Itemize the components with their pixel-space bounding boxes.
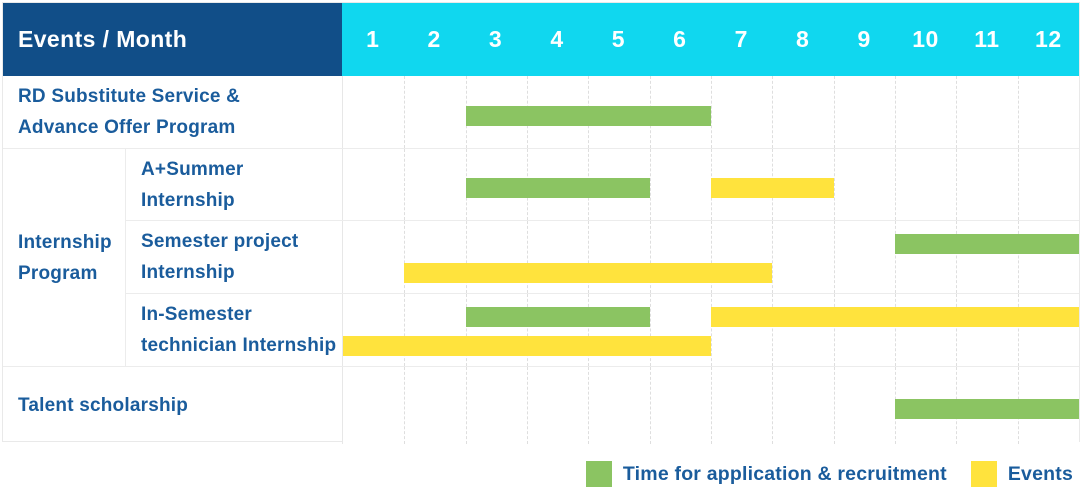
row-label-in-semester-technician-internship: In-Semester technician Internship xyxy=(141,304,337,356)
month-grid-line xyxy=(1017,149,1019,220)
month-grid-line xyxy=(895,76,896,148)
chart-cell-in-semester-technician-internship xyxy=(342,294,1079,366)
month-grid-line xyxy=(465,294,467,366)
month-grid-line xyxy=(833,367,835,444)
month-grid-line xyxy=(895,294,896,366)
legend-item-events: Events xyxy=(970,461,1073,487)
internship-program-subrows: A+Summer Internship Semester project Int… xyxy=(125,149,1079,366)
month-header-12: 12 xyxy=(1035,26,1062,52)
legend-label-events: Events xyxy=(1007,462,1073,485)
month-header-3: 3 xyxy=(488,26,503,52)
month-grid-line xyxy=(465,221,467,293)
legend-swatch-green xyxy=(585,461,612,487)
month-grid-line xyxy=(404,76,406,148)
month-header-strip: 1 2 3 4 5 6 7 8 9 10 11 12 xyxy=(342,3,1079,76)
month-grid-line xyxy=(527,367,528,444)
month-grid-line xyxy=(772,294,774,366)
month-grid-line xyxy=(527,221,528,293)
row-a-plus-summer-internship: A+Summer Internship xyxy=(126,149,1079,221)
legend: Time for application & recruitment Event… xyxy=(585,459,1073,489)
month-header-1: 1 xyxy=(366,26,380,52)
month-grid-line xyxy=(404,221,406,293)
month-grid-line xyxy=(649,367,651,444)
yellow-bar-month-7-to-12 xyxy=(711,306,1079,327)
month-grid-line xyxy=(833,221,835,293)
legend-swatch-yellow xyxy=(970,461,997,487)
month-grid-line xyxy=(588,294,590,366)
gantt-table: Events / Month 1 2 3 4 5 6 7 8 9 10 11 12 RD Substi… xyxy=(2,2,1080,444)
table-body: RD Substitute Service & Advance Offer Pr… xyxy=(3,76,1079,444)
month-header-2: 2 xyxy=(427,26,441,52)
green-bar-month-3-to-5 xyxy=(465,178,650,199)
green-bar-month-3-to-5 xyxy=(465,306,650,327)
month-grid-line xyxy=(1017,76,1019,148)
month-grid-line xyxy=(833,76,835,148)
green-bar-month-10-to-12 xyxy=(895,398,1079,419)
month-grid-line xyxy=(1017,294,1019,366)
month-grid-line xyxy=(649,294,651,366)
row-rd-substitute-service: RD Substitute Service & Advance Offer Pr… xyxy=(3,76,1079,149)
month-header-10: 10 xyxy=(912,26,939,52)
row-label-a-plus-summer-internship: A+Summer Internship xyxy=(141,158,244,211)
month-grid-line xyxy=(711,294,712,366)
chart-cell-talent-scholarship xyxy=(342,367,1079,444)
month-header-7: 7 xyxy=(734,26,748,52)
month-grid-line xyxy=(649,149,651,220)
month-grid-line xyxy=(895,149,896,220)
month-grid-line xyxy=(404,294,406,366)
month-grid-line xyxy=(649,221,651,293)
month-grid-line xyxy=(527,294,528,366)
month-grid-line xyxy=(956,221,958,293)
green-bar-month-10-to-12 xyxy=(895,233,1079,254)
month-grid-line xyxy=(588,221,590,293)
yellow-bar-month-7-to-8 xyxy=(711,178,834,199)
row-label-semester-project-internship: Semester project Internship xyxy=(141,231,299,283)
month-header-4: 4 xyxy=(550,26,564,52)
month-header-11: 11 xyxy=(974,26,1000,52)
month-grid-line xyxy=(465,367,467,444)
month-grid-line xyxy=(956,294,958,366)
table-header-row: Events / Month 1 2 3 4 5 6 7 8 9 10 11 12 xyxy=(3,3,1079,76)
month-header-6: 6 xyxy=(673,26,687,52)
row-label-rd-substitute-service: RD Substitute Service & Advance Offer Pr… xyxy=(18,86,241,138)
yellow-bar-month-1-to-6 xyxy=(343,335,711,356)
month-grid-line xyxy=(833,294,835,366)
chart-cell-rd-substitute-service xyxy=(342,76,1079,148)
month-grid-line xyxy=(711,76,712,148)
month-grid-line xyxy=(895,221,896,293)
row-semester-project-internship: Semester project Internship xyxy=(126,221,1079,294)
month-header-8: 8 xyxy=(796,26,810,52)
month-grid-line xyxy=(404,367,406,444)
group-label-internship-program: Internship Program xyxy=(18,231,112,284)
yellow-bar-month-2-to-7 xyxy=(404,262,773,283)
chart-cell-a-plus-summer-internship xyxy=(342,149,1079,220)
events-month-header-cell: Events / Month xyxy=(3,3,342,76)
chart-cell-semester-project-internship xyxy=(342,221,1079,293)
month-grid-line xyxy=(956,76,958,148)
row-talent-scholarship: Talent scholarship xyxy=(3,367,1079,444)
legend-item-application-recruitment: Time for application & recruitment xyxy=(585,461,947,487)
month-grid-line xyxy=(1017,221,1019,293)
month-grid-line xyxy=(711,367,712,444)
month-header-5: 5 xyxy=(611,26,626,52)
legend-label-application-recruitment: Time for application & recruitment xyxy=(622,462,947,485)
month-grid-line xyxy=(772,367,774,444)
green-bar-month-3-to-6 xyxy=(465,105,711,126)
month-grid-line xyxy=(711,221,712,293)
row-label-talent-scholarship: Talent scholarship xyxy=(18,395,189,416)
month-grid-line xyxy=(956,149,958,220)
month-grid-line xyxy=(588,367,590,444)
internship-program-group-row: Internship Program A+Summer Internship S… xyxy=(3,149,1079,367)
month-grid-line xyxy=(772,221,774,293)
month-header-9: 9 xyxy=(857,26,871,52)
month-grid-line xyxy=(404,149,406,220)
month-grid-line xyxy=(772,76,774,148)
row-in-semester-technician-internship: In-Semester technician Internship xyxy=(126,294,1079,366)
month-grid-line xyxy=(833,149,835,220)
